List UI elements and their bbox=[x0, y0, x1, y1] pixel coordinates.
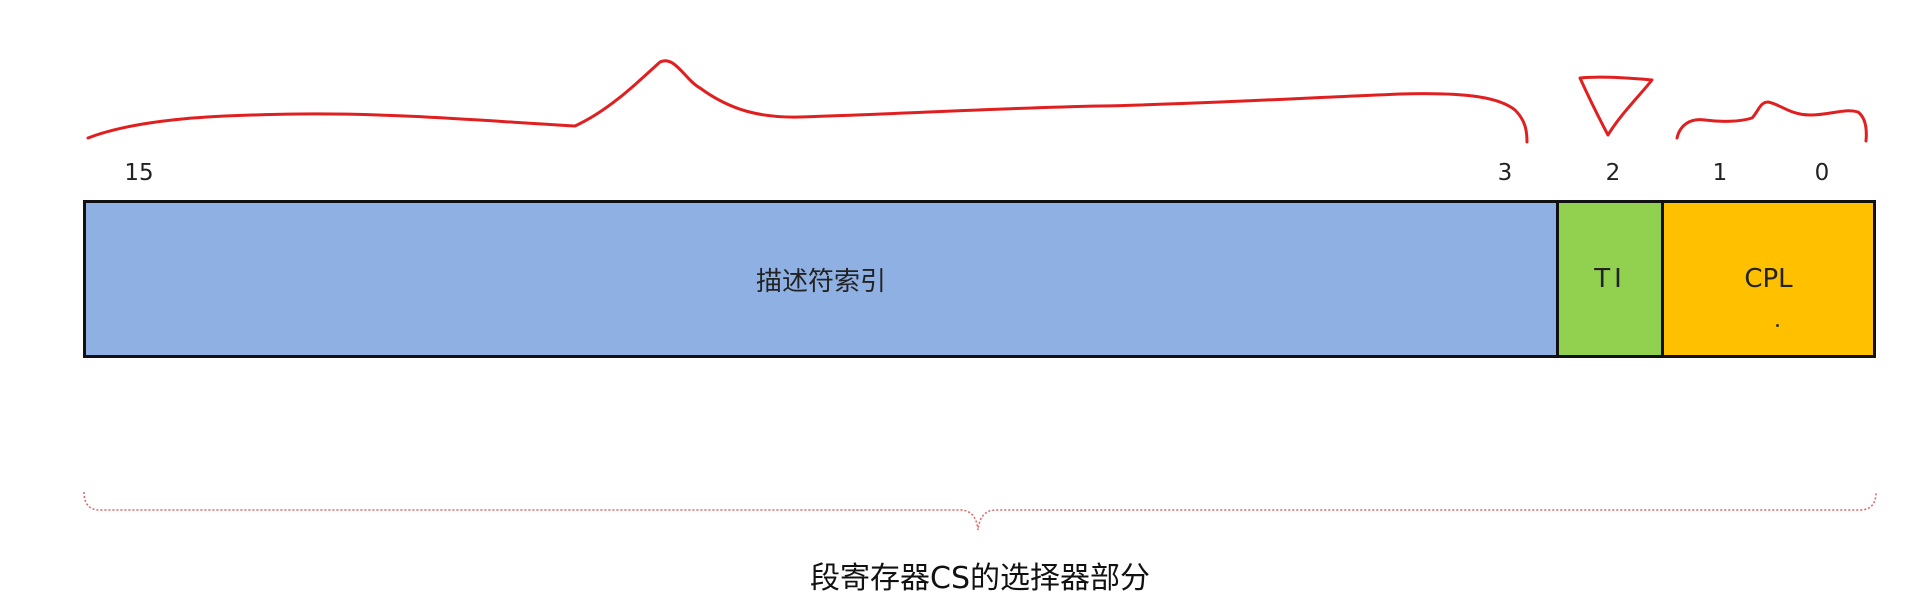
bit-number-2: 2 bbox=[1605, 160, 1621, 186]
ti-label: TI bbox=[1594, 264, 1626, 294]
cpl-bits-scribble bbox=[1675, 100, 1868, 143]
bit-number-15: 15 bbox=[124, 160, 154, 186]
bit-number-0: 0 bbox=[1814, 160, 1830, 186]
bottom-brace bbox=[83, 491, 1877, 531]
ti-bit-scribble bbox=[1578, 75, 1654, 137]
cpl-field: CPL bbox=[1664, 203, 1873, 355]
cpl-label: CPL bbox=[1744, 264, 1793, 294]
cursor-dot bbox=[1776, 324, 1779, 327]
bit-number-1: 1 bbox=[1712, 160, 1728, 186]
diagram-caption: 段寄存器CS的选择器部分 bbox=[810, 561, 1150, 596]
index-range-scribble bbox=[86, 59, 1529, 144]
ti-field: TI bbox=[1559, 203, 1664, 355]
descriptor-index-label: 描述符索引 bbox=[755, 266, 886, 297]
bit-number-3: 3 bbox=[1497, 160, 1513, 186]
descriptor-index-field: 描述符索引 bbox=[86, 203, 1559, 355]
selector-register: 描述符索引 TI CPL bbox=[83, 200, 1876, 358]
